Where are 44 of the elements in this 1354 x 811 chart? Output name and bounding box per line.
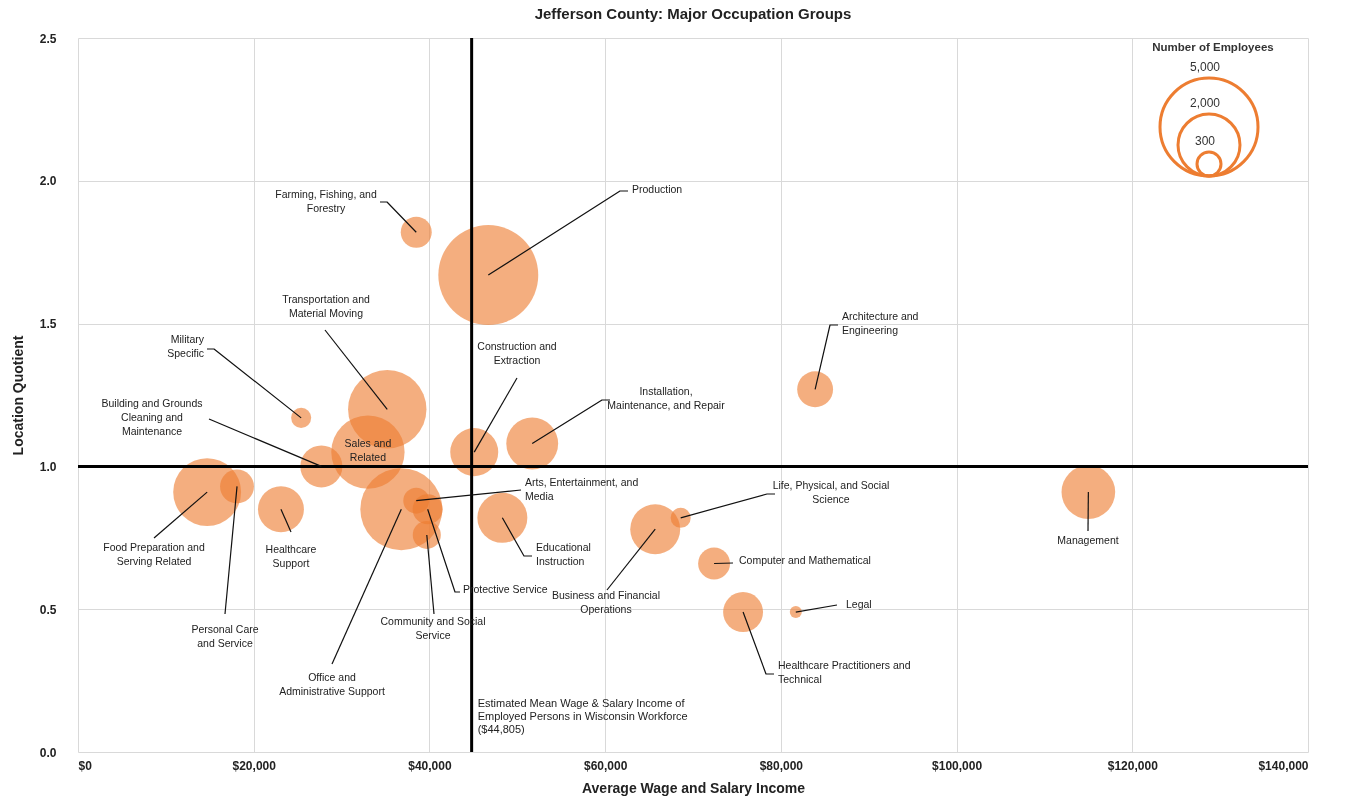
- annotation: Healthcare Support: [265, 543, 317, 569]
- annotation: Life, Physical, and Social Science: [772, 479, 890, 505]
- legend-label: 2,000: [1189, 96, 1221, 111]
- annotation: Production: [632, 183, 683, 195]
- annotation: Installation, Maintenance, and Repair: [607, 385, 726, 411]
- x-tick-label: $100,000: [932, 758, 983, 773]
- annotation: Sales and Related: [344, 437, 392, 464]
- annotation: Educational Instruction: [536, 541, 591, 567]
- annotation: Healthcare Practitioners and Technical: [778, 659, 911, 685]
- annotation: Military Specific: [167, 333, 205, 359]
- x-tick-label: $40,000: [408, 758, 452, 773]
- annotation: Personal Care and Service: [191, 623, 259, 649]
- annotation: Building and Grounds Cleaning and Maintenance: [101, 397, 203, 437]
- annotation: Office and Administrative Support: [279, 671, 385, 697]
- x-axis-title: Average Wage and Salary Income: [581, 779, 806, 796]
- x-tick-label: $80,000: [759, 758, 804, 773]
- legend-label: 5,000: [1189, 60, 1221, 74]
- size-legend: Number of Employees 5,000 2,000 300: [1152, 41, 1274, 178]
- annotation: Management: [1057, 534, 1119, 546]
- legend-label: 300: [1194, 133, 1216, 148]
- annotation: Transportation and Material Moving: [282, 293, 371, 319]
- x-tick-label: $120,000: [1107, 758, 1159, 773]
- chart-title: Jefferson County: Major Occupation Groups: [534, 5, 852, 22]
- x-tick-label: $60,000: [583, 758, 628, 773]
- annotation: Farming, Fishing, and Forestry: [275, 188, 377, 214]
- legend-title: Number of Employees: [1152, 41, 1274, 53]
- annotation: Construction and Extraction: [477, 340, 557, 366]
- annotation: Food Preparation and Serving Related: [103, 541, 205, 567]
- ref-line-label: Estimated Mean Wage & Salary Income of Employed Persons in Wisconsin Workforce ($44,805): [477, 697, 688, 735]
- y-tick-label: 0.5: [39, 602, 57, 617]
- annotation: Business and Financial Operations: [552, 589, 660, 615]
- x-tick-label: $20,000: [232, 758, 277, 773]
- y-tick-label: 2.5: [39, 31, 57, 46]
- y-tick-label: 1.0: [39, 459, 57, 474]
- annotation: Legal: [846, 598, 872, 610]
- x-tick-label: $0: [78, 758, 93, 773]
- y-tick-label: 2.0: [39, 174, 57, 189]
- annotation: Computer and Mathematical: [739, 554, 871, 566]
- y-tick-label: 1.5: [39, 317, 57, 332]
- x-tick-label: $140,000: [1258, 758, 1309, 773]
- annotation: Architecture and Engineering: [842, 310, 919, 336]
- annotation: Arts, Entertainment, and Media: [525, 476, 639, 502]
- y-tick-label: 0.0: [39, 745, 57, 760]
- y-axis-title: Location Quotient: [9, 335, 26, 456]
